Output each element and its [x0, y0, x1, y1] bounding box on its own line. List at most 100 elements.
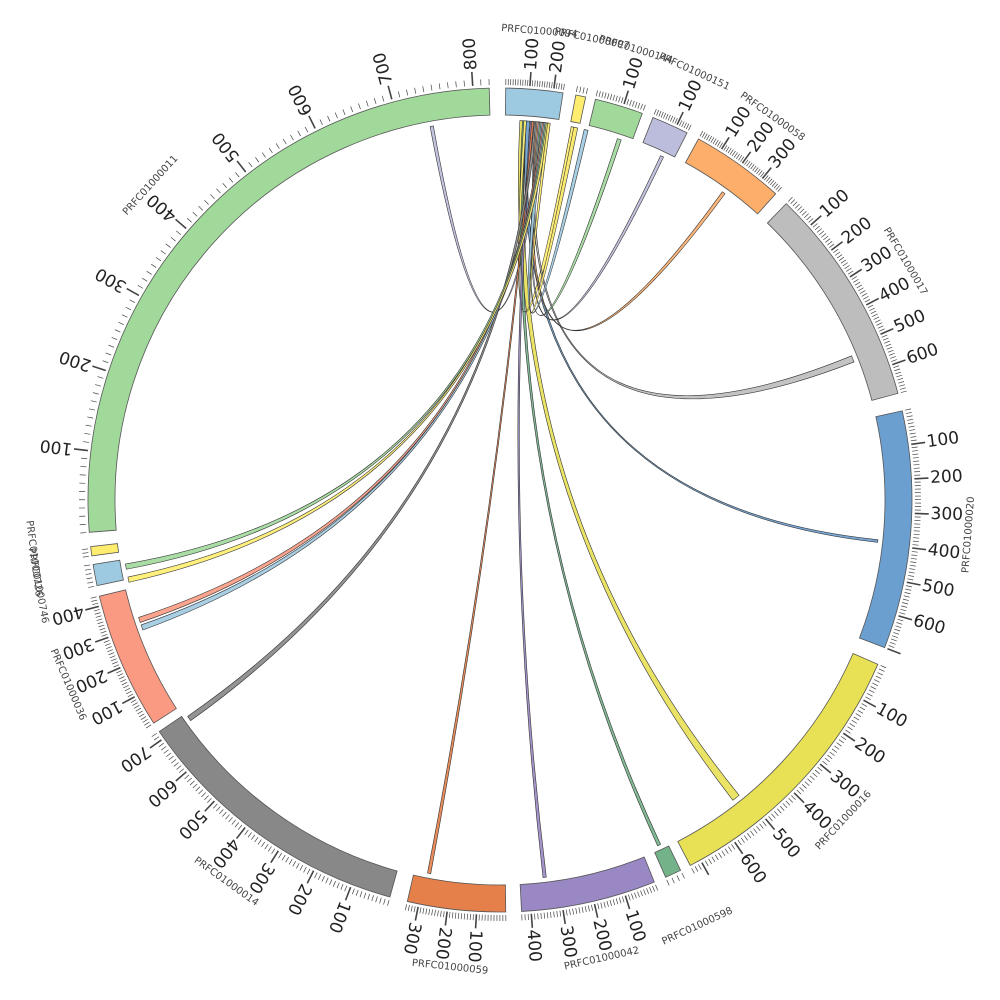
minor-tick [733, 152, 738, 158]
minor-tick [907, 422, 914, 425]
minor-tick [876, 322, 883, 326]
minor-tick [719, 142, 723, 148]
minor-tick [297, 130, 301, 137]
minor-tick [171, 759, 177, 764]
major-tick [912, 547, 927, 551]
minor-tick [821, 233, 827, 238]
minor-tick [855, 713, 862, 718]
minor-tick [853, 716, 860, 721]
segment-arc-prfc01000144 [588, 98, 643, 140]
minor-tick [254, 837, 259, 843]
minor-tick [123, 684, 129, 689]
link-ribbon-5 [517, 120, 547, 878]
segment-arc-prfc01000020 [858, 410, 913, 649]
minor-tick [534, 80, 536, 87]
minor-tick [582, 87, 585, 94]
tick-label-prfc01000014: 700 [116, 741, 154, 776]
tick-label-prfc01000036: 100 [87, 696, 125, 729]
segment-arc-prfc01000016 [677, 652, 879, 866]
minor-tick [844, 265, 850, 270]
minor-tick [754, 167, 759, 173]
minor-tick [604, 92, 607, 99]
minor-tick [756, 825, 761, 832]
major-tick [344, 886, 352, 901]
minor-tick [237, 824, 243, 830]
link-ribbon-17 [529, 122, 579, 313]
minor-tick [851, 276, 857, 280]
minor-tick [379, 897, 382, 904]
minor-tick [691, 867, 695, 874]
major-tick [865, 297, 880, 306]
minor-tick [889, 641, 896, 645]
minor-tick [740, 837, 745, 843]
minor-tick [581, 906, 584, 913]
minor-tick [145, 724, 152, 729]
minor-tick [643, 889, 646, 896]
minor-tick [681, 121, 685, 128]
minor-tick [849, 723, 855, 728]
minor-tick [846, 267, 852, 272]
minor-tick [823, 235, 829, 241]
minor-tick [560, 83, 563, 90]
minor-tick [463, 80, 465, 87]
minor-tick [430, 84, 433, 91]
minor-tick [909, 432, 916, 435]
minor-tick [812, 223, 818, 228]
tick-label-prfc01000020: 300 [930, 504, 963, 525]
minor-tick [88, 585, 95, 588]
minor-tick [767, 178, 773, 184]
minor-tick [827, 241, 833, 246]
minor-tick [895, 371, 902, 375]
minor-tick [637, 891, 640, 898]
segment-arc-prfc01000097 [570, 94, 587, 124]
minor-tick [397, 91, 401, 98]
minor-tick [724, 848, 729, 854]
minor-tick [112, 661, 118, 665]
minor-tick [762, 821, 767, 827]
minor-tick [816, 228, 822, 233]
minor-tick [428, 908, 431, 915]
minor-tick [777, 186, 782, 192]
minor-tick [652, 885, 656, 892]
minor-tick [381, 95, 385, 102]
minor-tick [880, 665, 887, 669]
minor-tick [874, 319, 881, 323]
minor-tick [140, 716, 147, 720]
minor-tick [666, 879, 670, 886]
minor-tick [132, 702, 138, 706]
tick-label-prfc01000020: 100 [926, 428, 961, 452]
minor-tick [569, 909, 571, 916]
major-tick [764, 818, 776, 831]
segment-label-prfc01000726: PRFC01000726 [23, 520, 43, 597]
minor-tick [278, 852, 283, 859]
minor-tick [235, 172, 240, 178]
minor-tick [867, 304, 874, 309]
minor-tick [176, 230, 182, 235]
minor-tick [847, 270, 854, 275]
minor-tick [796, 789, 802, 795]
major-tick [911, 441, 926, 446]
minor-tick [204, 795, 209, 800]
minor-tick [908, 425, 915, 428]
minor-tick [909, 429, 916, 431]
minor-tick [910, 436, 917, 438]
minor-tick [752, 165, 757, 171]
minor-tick [769, 180, 775, 186]
tick-label-prfc01000016: 600 [735, 850, 770, 888]
minor-tick [683, 122, 687, 129]
minor-tick [897, 378, 904, 381]
minor-tick [153, 736, 160, 741]
minor-tick [168, 755, 174, 761]
tick-label-prfc01000011: 600 [285, 81, 317, 119]
major-tick [761, 167, 772, 179]
major-tick [701, 862, 710, 876]
minor-tick [909, 568, 916, 570]
minor-tick [165, 243, 171, 248]
minor-tick [455, 81, 457, 88]
minor-tick [192, 211, 198, 217]
tick-label-prfc01000017: 100 [816, 186, 854, 222]
segment-arc-prfc01000598 [654, 845, 682, 878]
minor-tick [794, 203, 800, 209]
minor-tick [894, 368, 901, 372]
minor-tick [198, 789, 204, 795]
